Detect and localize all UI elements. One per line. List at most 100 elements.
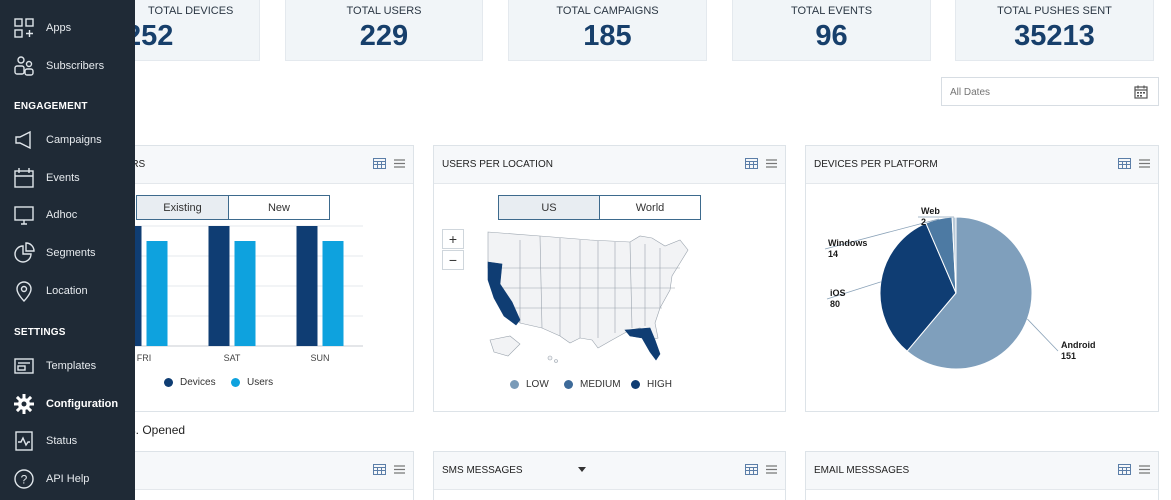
legend-users: Users: [231, 377, 273, 388]
tab-new[interactable]: New: [228, 195, 330, 220]
sidebar-item-campaigns[interactable]: Campaigns: [0, 122, 135, 158]
sidebar-item-label: Campaigns: [46, 134, 102, 146]
panel-header: EMAIL MESSSAGES: [806, 452, 1158, 490]
legend-dot: [631, 380, 640, 389]
bar-users-sat[interactable]: [234, 241, 256, 346]
legend-dot: [564, 380, 573, 389]
bar-devices-sat[interactable]: [208, 226, 230, 346]
panel-title: DEVICES PER PLATFORM: [814, 159, 938, 170]
pie-label: iOS: [830, 288, 846, 298]
sidebar-item-label: Adhoc: [46, 209, 78, 221]
chevron-down-icon[interactable]: [578, 467, 586, 472]
sidebar-item-label: Templates: [46, 360, 97, 372]
tab-us[interactable]: US: [498, 195, 600, 220]
pie-value: 80: [830, 299, 840, 309]
tab-world[interactable]: World: [599, 195, 701, 220]
sidebar-item-segments[interactable]: Segments: [0, 235, 135, 271]
panel-sms-messages: SMS MESSAGES: [433, 451, 786, 500]
table-icon[interactable]: [745, 464, 758, 475]
table-icon[interactable]: [745, 158, 758, 169]
panel-users-per-location: USERS PER LOCATION US World + − LOW MEDI…: [433, 145, 786, 412]
stat-value: 96: [815, 20, 848, 52]
legend-dot: [164, 378, 173, 387]
legend-devices: Devices: [164, 377, 216, 388]
stat-label: TOTAL CAMPAIGNS: [556, 5, 659, 17]
calendar-icon[interactable]: [1134, 85, 1148, 99]
template-icon: [14, 358, 34, 374]
sidebar-item-apps[interactable]: Apps: [0, 10, 135, 46]
zoom-in-button[interactable]: +: [442, 229, 464, 249]
panel-title[interactable]: SMS MESSAGES: [442, 465, 523, 476]
calendar-icon: [14, 168, 34, 188]
table-icon[interactable]: [1118, 158, 1131, 169]
pie-value: 2: [921, 217, 926, 227]
state-california[interactable]: [487, 261, 521, 326]
sidebar-item-label: Subscribers: [46, 60, 105, 72]
zoom-out-button[interactable]: −: [442, 250, 464, 270]
sidebar-item-label: Status: [46, 435, 78, 447]
menu-icon[interactable]: [765, 464, 778, 475]
sidebar-item-templates[interactable]: Templates: [0, 348, 135, 384]
stat-label: TOTAL USERS: [346, 5, 422, 17]
apps-icon: [14, 18, 34, 38]
section-engagement: ENGAGEMENT: [14, 101, 88, 112]
panel-title: EMAIL MESSSAGES: [814, 465, 910, 476]
x-tick-label: SAT: [224, 353, 241, 363]
menu-icon[interactable]: [765, 158, 778, 169]
menu-icon[interactable]: [393, 158, 406, 169]
state-florida[interactable]: [624, 327, 661, 361]
tab-existing[interactable]: Existing: [136, 195, 229, 220]
stat-value: 35213: [1014, 20, 1095, 52]
legend-medium: MEDIUM: [564, 379, 621, 390]
stat-card-users: TOTAL USERS 229: [285, 0, 483, 61]
table-icon[interactable]: [373, 158, 386, 169]
location-pin-icon: [16, 281, 32, 302]
subscribers-icon: [14, 56, 34, 76]
sidebar-item-label: Location: [46, 285, 88, 297]
panel-header: DEVICES PER PLATFORM: [806, 146, 1158, 184]
pie-leader-line: [1027, 318, 1059, 352]
stat-card-events: TOTAL EVENTS 96: [732, 0, 931, 61]
sidebar-item-label: API Help: [46, 473, 90, 485]
legend-high: HIGH: [631, 379, 672, 390]
stat-card-pushes: TOTAL PUSHES SENT 35213: [955, 0, 1154, 61]
sidebar: Apps Subscribers ENGAGEMENT Campaigns Ev…: [0, 0, 135, 500]
pie-value: 151: [1061, 351, 1076, 361]
pie-slice-android[interactable]: [906, 216, 1033, 370]
sidebar-item-location[interactable]: Location: [0, 273, 135, 309]
stat-label: TOTAL EVENTS: [790, 5, 873, 17]
sidebar-item-subscribers[interactable]: Subscribers: [0, 48, 135, 84]
panel-devices-per-platform: DEVICES PER PLATFORM Android 151 iOS 80 Wind…: [805, 145, 1159, 412]
bar-users-sun[interactable]: [322, 241, 344, 346]
pie-label: Windows: [828, 238, 867, 248]
sidebar-item-status[interactable]: Status: [0, 423, 135, 459]
sidebar-item-label: Apps: [46, 22, 72, 34]
sidebar-item-api-help[interactable]: ? API Help: [0, 461, 135, 497]
panel-title: USERS PER LOCATION: [442, 159, 553, 170]
stat-card-campaigns: TOTAL CAMPAIGNS 185: [508, 0, 707, 61]
megaphone-icon: [15, 130, 31, 150]
menu-icon[interactable]: [1138, 464, 1151, 475]
bar-devices-sun[interactable]: [296, 226, 318, 346]
legend-label: LOW: [526, 379, 549, 390]
us-map[interactable]: [480, 228, 700, 368]
pie-slice-ios[interactable]: [879, 222, 957, 352]
date-filter[interactable]: [941, 77, 1159, 106]
panel-email-messages: EMAIL MESSSAGES: [805, 451, 1159, 500]
sidebar-item-configuration[interactable]: Configuration: [0, 386, 135, 422]
legend-dot: [231, 378, 240, 387]
panel-header[interactable]: SMS MESSAGES: [434, 452, 785, 490]
legend-label: Devices: [180, 377, 216, 388]
pie-label: Android: [1061, 340, 1096, 350]
sidebar-item-adhoc[interactable]: Adhoc: [0, 197, 135, 233]
x-tick-label: FRI: [137, 353, 152, 363]
menu-icon[interactable]: [1138, 158, 1151, 169]
table-icon[interactable]: [1118, 464, 1131, 475]
table-icon[interactable]: [373, 464, 386, 475]
stat-label: TOTAL DEVICES: [148, 5, 234, 17]
bar-users-fri[interactable]: [146, 241, 168, 346]
date-filter-input[interactable]: [950, 84, 1120, 100]
menu-icon[interactable]: [393, 464, 406, 475]
sidebar-item-label: Events: [46, 172, 80, 184]
sidebar-item-events[interactable]: Events: [0, 160, 135, 196]
